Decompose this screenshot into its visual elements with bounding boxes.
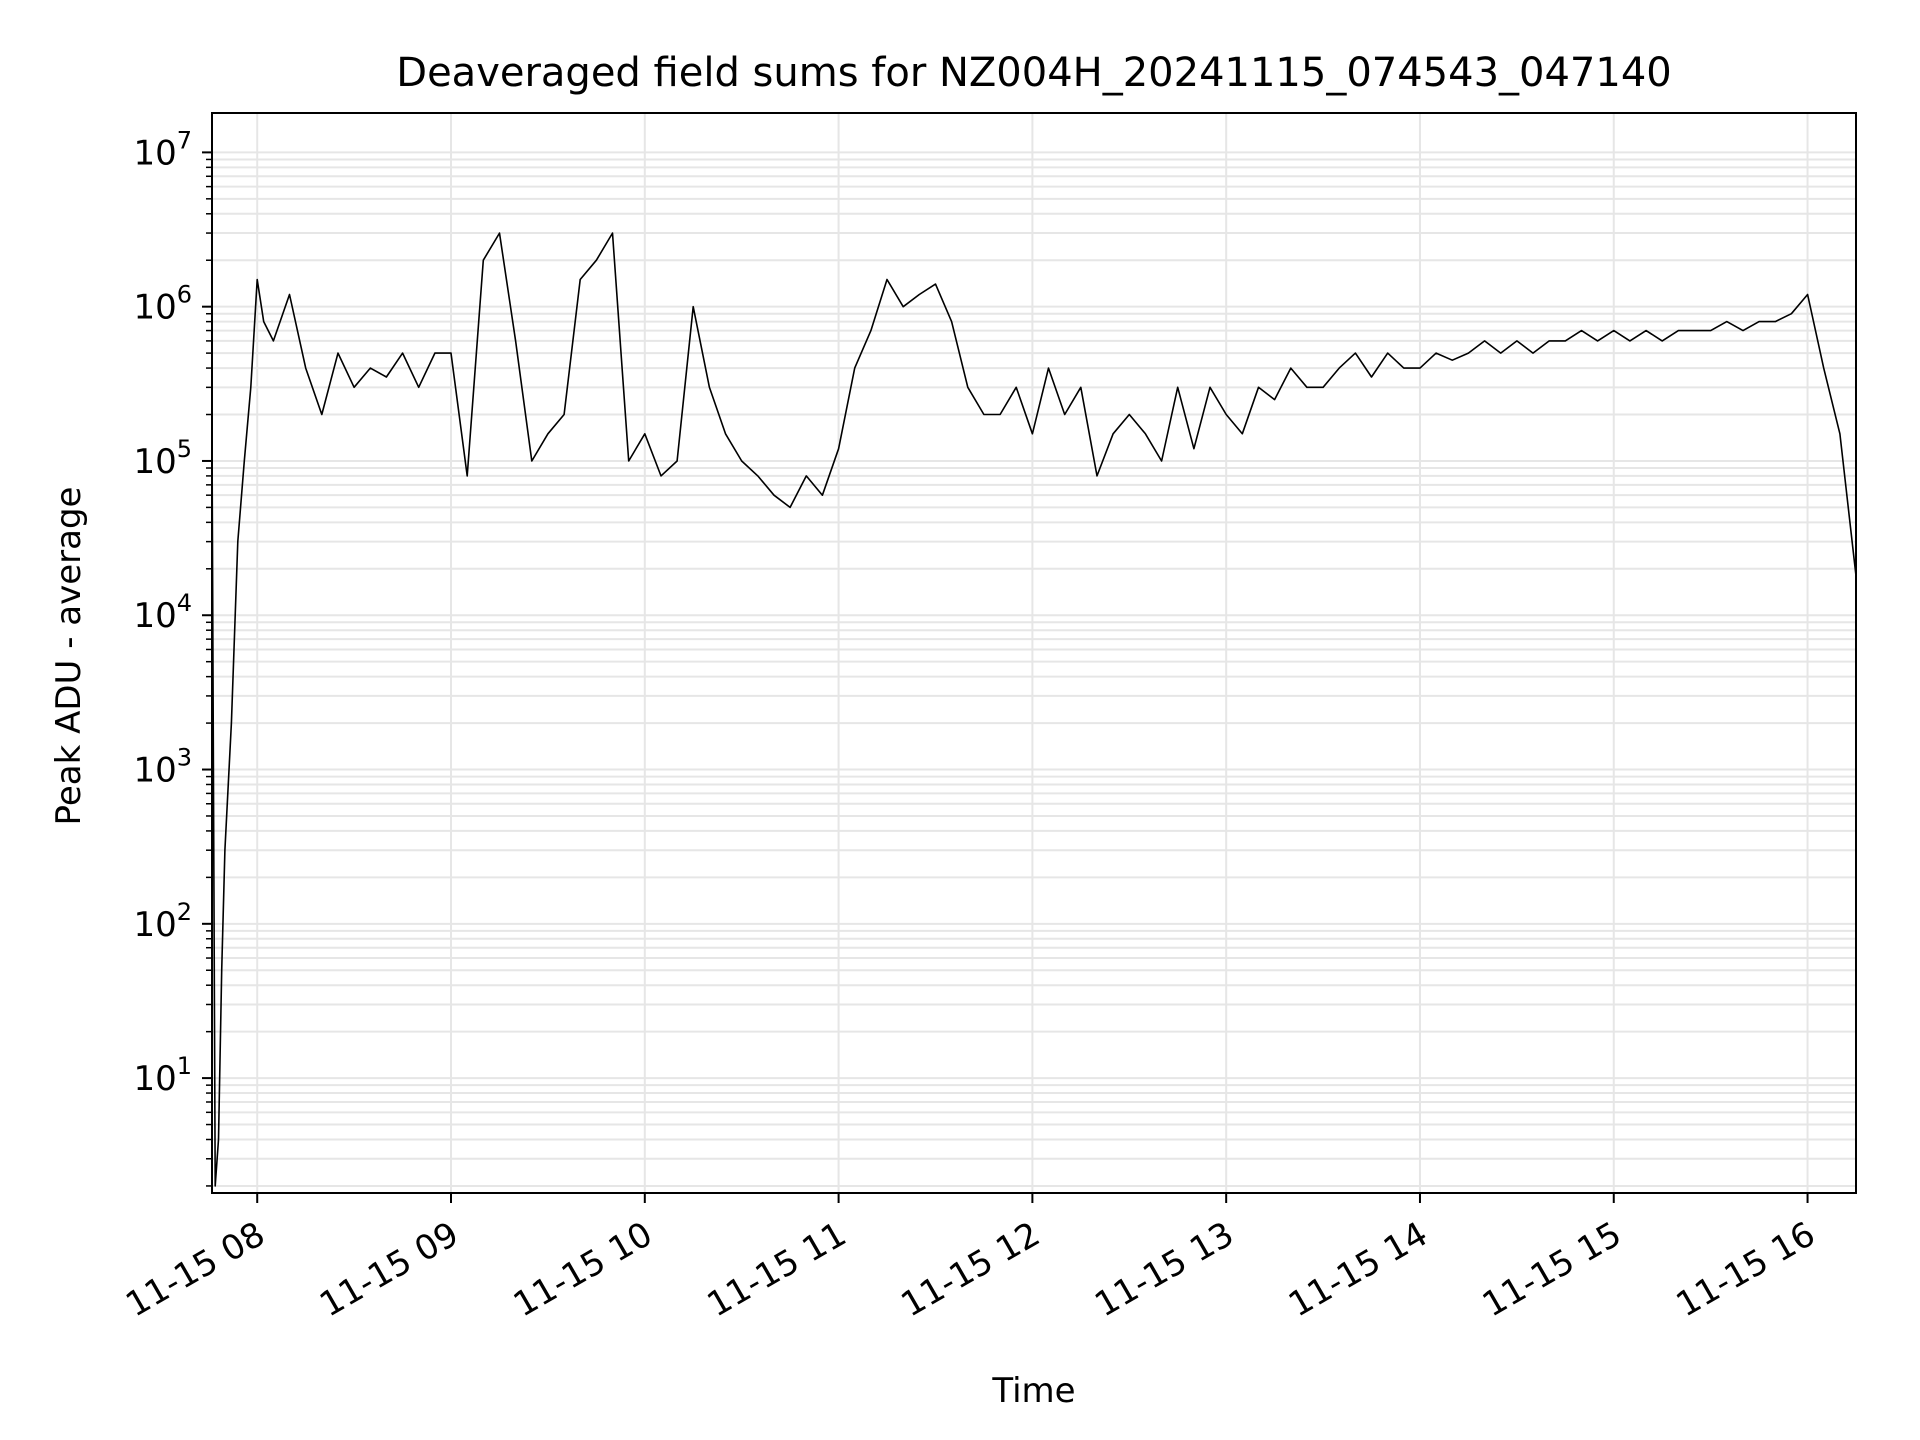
chart-title: Deaveraged field sums for NZ004H_2024111… — [396, 50, 1671, 96]
x-tick-label: 11-15 13 — [1088, 1214, 1240, 1325]
x-axis: 11-15 08 11-15 09 11-15 10 11-15 11 11-15 12… — [119, 1193, 1822, 1325]
y-axis-label: Peak ADU - average — [49, 487, 89, 826]
y-tick-label: 106 — [133, 281, 192, 328]
y-tick-label: 107 — [133, 126, 192, 173]
y-tick-label: 101 — [133, 1052, 192, 1099]
y-tick-label: 102 — [133, 898, 192, 945]
x-tick-label: 11-15 12 — [894, 1214, 1046, 1325]
x-tick-label: 11-15 09 — [313, 1214, 465, 1325]
x-tick-label: 11-15 10 — [507, 1214, 659, 1325]
x-tick-label: 11-15 14 — [1282, 1214, 1434, 1325]
x-tick-label: 11-15 16 — [1670, 1214, 1822, 1325]
grid-lines — [212, 113, 1856, 1193]
data-series-line — [211, 232, 1857, 1187]
x-tick-label: 11-15 11 — [701, 1214, 853, 1325]
plot-frame — [211, 112, 1857, 1194]
y-axis: 101 102 103 104 105 106 107 — [133, 126, 212, 1187]
x-tick-label: 11-15 08 — [119, 1214, 271, 1325]
y-tick-label: 105 — [133, 435, 192, 482]
x-tick-label: 11-15 15 — [1476, 1214, 1628, 1325]
y-tick-label: 104 — [133, 589, 192, 636]
data-layer — [211, 232, 1857, 1187]
x-axis-label: Time — [991, 1371, 1075, 1411]
y-tick-label: 103 — [133, 744, 192, 791]
